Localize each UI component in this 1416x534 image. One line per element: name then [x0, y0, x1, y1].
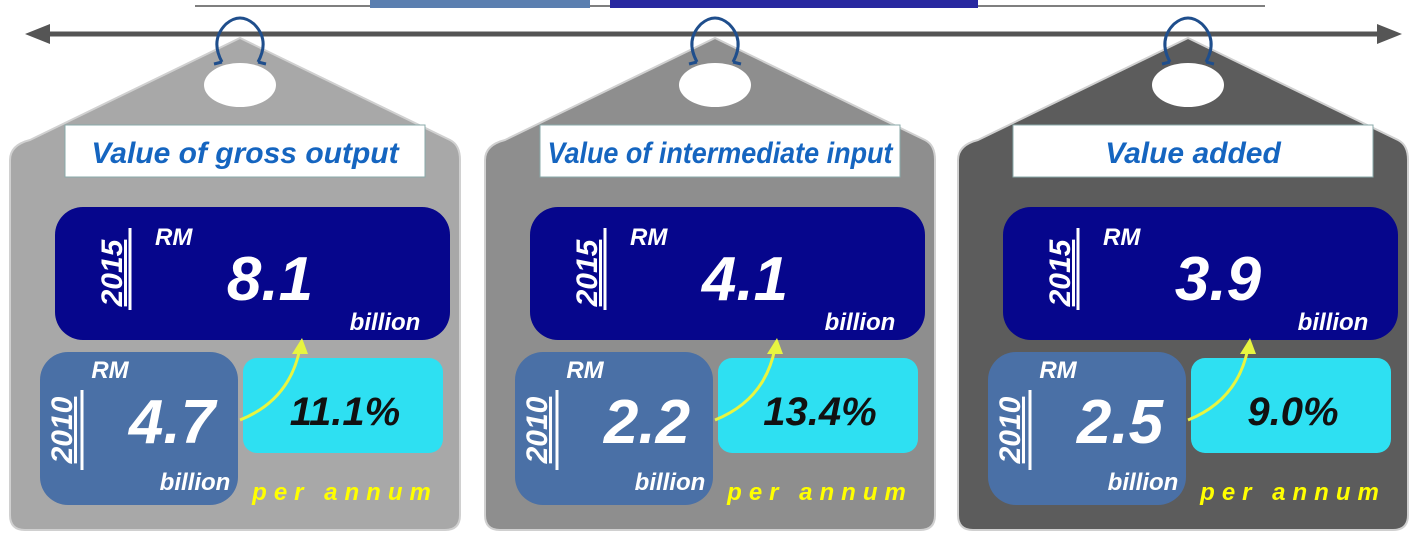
title-box: [539, 124, 901, 178]
hook: [213, 16, 267, 66]
top-tab: [610, 0, 978, 8]
card-title: Value added: [1105, 137, 1281, 170]
recent-box: [1003, 207, 1398, 340]
recent-box: [530, 207, 925, 340]
unit: billion: [825, 309, 896, 336]
amount: 3.9: [1175, 245, 1262, 314]
growth-rate: 11.1%: [290, 390, 400, 434]
hook: [1161, 16, 1215, 66]
growth-rate: 9.0%: [1247, 390, 1338, 434]
year: 2010: [521, 396, 554, 464]
growth-arrow-head: [292, 338, 308, 354]
amount: 2.2: [603, 388, 690, 457]
card-title: Value of intermediate input: [548, 137, 895, 170]
growth-arrow: [239, 347, 302, 422]
growth-arrow: [1187, 347, 1250, 422]
growth-arrow-head: [1240, 338, 1256, 354]
growth-box: [1191, 358, 1391, 453]
cards: Value of gross output 2015 RM 8.1 billion 201…: [9, 16, 1409, 531]
growth-note: per annum: [251, 479, 438, 506]
tag-hole: [1152, 63, 1224, 107]
currency: RM: [630, 224, 668, 251]
amount: 2.5: [1076, 388, 1165, 457]
currency: RM: [91, 357, 129, 384]
amount: 4.1: [700, 245, 788, 314]
card: Value added 2015 RM 3.9 billion 2010 RM 2.5 bill…: [957, 16, 1409, 531]
growth-arrow-head: [767, 338, 783, 354]
year: 2010: [994, 396, 1027, 464]
unit: billion: [1298, 309, 1369, 336]
card: Value of gross output 2015 RM 8.1 billion 201…: [9, 16, 461, 531]
currency: RM: [566, 357, 604, 384]
base-box: [988, 352, 1186, 505]
amount: 8.1: [227, 245, 313, 314]
growth-box: [243, 358, 443, 453]
card-title: Value of gross output: [91, 137, 400, 170]
base-box: [40, 352, 238, 505]
card: Value of intermediate input 2015 RM 4.1 bill…: [484, 16, 936, 531]
hook: [688, 16, 742, 66]
title-box: [1012, 124, 1374, 178]
unit: billion: [350, 309, 421, 336]
growth-box: [718, 358, 918, 453]
growth-note: per annum: [1199, 479, 1386, 506]
year: 2015: [1044, 238, 1077, 307]
year: 2015: [96, 238, 129, 307]
unit: billion: [160, 469, 231, 496]
currency: RM: [1103, 224, 1141, 251]
arrow-head: [1377, 24, 1402, 44]
unit: billion: [1108, 469, 1179, 496]
title-box: [64, 124, 426, 178]
growth-rate: 13.4%: [763, 390, 876, 434]
growth-arrow: [714, 347, 777, 422]
year: 2010: [46, 396, 79, 464]
top-tab: [370, 0, 590, 8]
tag-hole: [204, 63, 276, 107]
unit: billion: [635, 469, 706, 496]
amount: 4.7: [127, 388, 218, 457]
currency: RM: [1039, 357, 1077, 384]
year: 2015: [571, 238, 604, 307]
growth-note: per annum: [726, 479, 913, 506]
arrow-head: [25, 24, 50, 44]
tag-hole: [679, 63, 751, 107]
base-box: [515, 352, 713, 505]
currency: RM: [155, 224, 193, 251]
recent-box: [55, 207, 450, 340]
